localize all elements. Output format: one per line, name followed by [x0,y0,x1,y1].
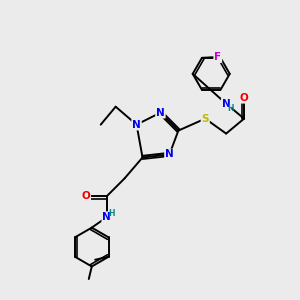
Text: O: O [240,93,248,103]
Text: N: N [165,149,174,160]
Text: O: O [81,191,90,201]
Text: N: N [132,120,141,130]
Text: N: N [102,212,111,222]
Text: H: H [227,104,233,113]
Text: S: S [202,114,209,124]
Text: F: F [214,52,221,62]
Text: N: N [156,108,165,118]
Text: H: H [108,209,115,218]
Text: N: N [222,99,230,109]
